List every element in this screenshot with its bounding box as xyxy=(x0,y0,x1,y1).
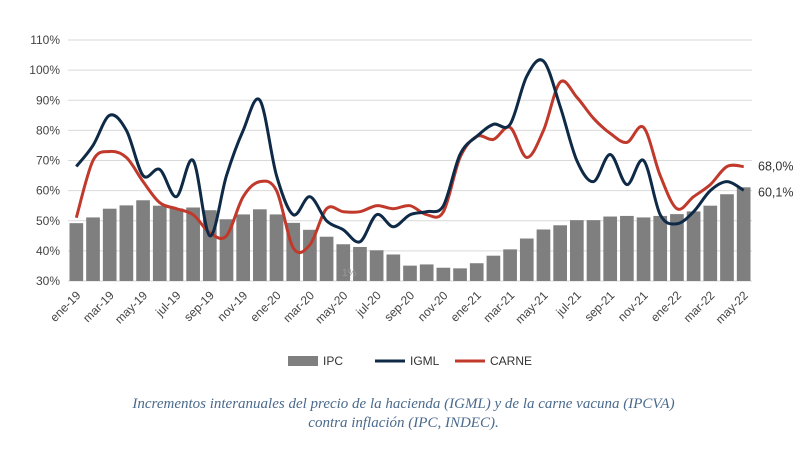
ipc-bar xyxy=(419,264,434,281)
ipc-bar xyxy=(519,238,534,281)
ipc-bar xyxy=(469,263,484,281)
y-tick-label: 90% xyxy=(36,93,60,107)
igml-end-label: 60,1% xyxy=(758,185,793,199)
x-tick-label: mar-20 xyxy=(280,288,317,325)
ipc-bar xyxy=(319,236,334,281)
ipc-bar xyxy=(536,229,551,281)
end-labels: 68,0% 60,1% xyxy=(758,160,793,200)
y-tick-label: 70% xyxy=(36,154,60,168)
ipc-bar xyxy=(736,187,751,281)
carne-line xyxy=(74,79,744,255)
x-tick-label: ene-21 xyxy=(448,288,485,325)
ipc-bar xyxy=(236,214,251,281)
ipc-bar xyxy=(86,217,100,281)
ipc-bar xyxy=(219,219,234,281)
ipc-bars xyxy=(69,187,751,281)
ipc-bar xyxy=(303,229,317,281)
legend-label-ipc: IPC xyxy=(323,354,343,368)
ipc-bar xyxy=(569,220,584,281)
x-tick-label: sep-20 xyxy=(381,288,417,324)
caption-line-1: Incrementos interanuales del precio de l… xyxy=(132,396,675,412)
ipc-bar xyxy=(269,214,284,281)
y-tick-label: 30% xyxy=(36,274,60,288)
ipc-bar xyxy=(636,217,651,281)
ipc-bar xyxy=(136,200,150,281)
ipc-bar xyxy=(169,208,184,281)
ipc-bar xyxy=(186,207,200,281)
ipc-bar xyxy=(102,208,117,281)
x-tick-label: jul-21 xyxy=(553,288,585,320)
x-tick-label: mar-22 xyxy=(681,288,718,325)
x-tick-label: ene-19 xyxy=(47,288,84,325)
x-tick-label: nov-20 xyxy=(415,288,451,324)
x-tick-label: may-19 xyxy=(112,288,150,326)
ipc-bar xyxy=(703,205,718,281)
ipc-bar xyxy=(436,267,451,281)
x-tick-label: may-20 xyxy=(312,288,350,326)
x-tick-label: ene-20 xyxy=(247,288,284,325)
x-tick-label: mar-21 xyxy=(481,288,518,325)
ipc-bar xyxy=(670,214,684,281)
ipc-bar xyxy=(503,249,517,281)
y-tick-label: 40% xyxy=(36,244,60,258)
legend: IPC IGML CARNE xyxy=(288,354,532,368)
ipc-bar xyxy=(686,211,701,281)
ipc-bar xyxy=(152,205,167,281)
x-tick-label: may-21 xyxy=(512,288,550,326)
ipc-bar xyxy=(453,268,467,281)
x-tick-label: jul-19 xyxy=(152,288,184,320)
ipc-bar xyxy=(336,244,351,281)
legend-label-carne: CARNE xyxy=(490,354,532,368)
ipc-bar xyxy=(586,220,601,281)
ipc-bar xyxy=(69,223,84,281)
series-lines xyxy=(74,58,745,255)
ipc-bar xyxy=(486,255,501,281)
annotations: 1% xyxy=(342,268,357,279)
caption-line-2: contra inflación (IPC, INDEC). xyxy=(308,415,499,431)
y-tick-label: 100% xyxy=(29,63,60,77)
x-tick-label: sep-19 xyxy=(181,288,217,324)
x-tick-label: jul-20 xyxy=(352,288,384,320)
y-tick-label: 50% xyxy=(36,214,60,228)
x-tick-label: sep-21 xyxy=(582,288,618,324)
igml-line xyxy=(75,58,745,244)
carne-end-label: 68,0% xyxy=(758,160,793,174)
ipc-bar xyxy=(119,205,134,281)
x-tick-label: mar-19 xyxy=(80,288,117,325)
legend-swatch-ipc xyxy=(288,356,318,366)
chart: 30%40%50%60%70%80%90%100%110% ene-19mar-… xyxy=(29,33,793,368)
x-tick-label: nov-21 xyxy=(615,288,651,324)
y-tick-label: 80% xyxy=(36,123,60,137)
y-tick-label: 60% xyxy=(36,184,60,198)
annotation-label: 1% xyxy=(342,268,357,279)
ipc-bar xyxy=(653,215,668,281)
ipc-bar xyxy=(369,250,384,281)
ipc-bar xyxy=(620,215,634,281)
ipc-bar xyxy=(353,246,367,281)
ipc-bar xyxy=(603,216,618,281)
y-tick-label: 110% xyxy=(30,33,60,47)
ipc-bar xyxy=(553,225,567,281)
x-tick-label: nov-19 xyxy=(215,288,251,324)
ipc-bar xyxy=(720,194,734,281)
x-tick-label: may-22 xyxy=(713,288,751,326)
legend-label-igml: IGML xyxy=(410,354,440,368)
ipc-bar xyxy=(253,209,267,281)
ipc-bar xyxy=(386,254,401,281)
chart-caption: Incrementos interanuales del precio de l… xyxy=(0,395,807,433)
ipc-bar xyxy=(403,265,417,281)
y-axis-ticks: 30% 40% 50% 60% 70% 80% 90% 100% 110% xyxy=(29,33,60,288)
x-tick-label: ene-22 xyxy=(648,288,685,325)
